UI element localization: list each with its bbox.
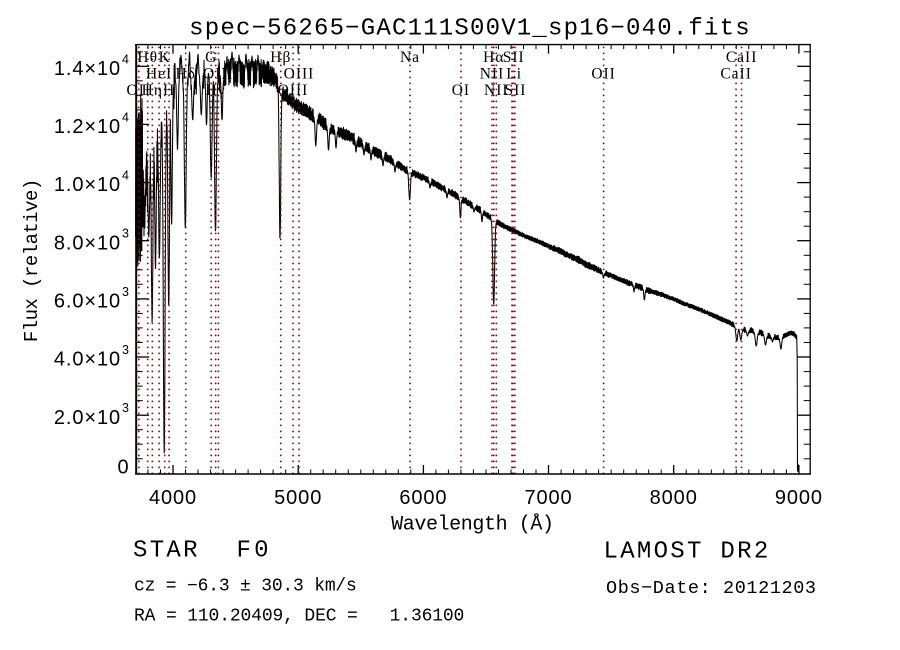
svg-text:NII: NII [484,82,509,99]
svg-text:8.0×10: 8.0×10 [54,232,121,254]
svg-text:spec−56265−GAC111S00V1_sp16−04: spec−56265−GAC111S00V1_sp16−040.fits [189,16,751,43]
svg-text:5000: 5000 [274,487,322,509]
svg-text:7000: 7000 [524,487,572,509]
svg-text:CaII: CaII [720,66,752,83]
svg-text:Hα: Hα [483,49,504,66]
svg-text:3: 3 [122,227,129,241]
svg-text:6.0×10: 6.0×10 [54,291,121,313]
svg-text:4.0×10: 4.0×10 [54,349,121,371]
svg-text:1.4×10: 1.4×10 [54,58,121,80]
svg-text:LAMOST DR2: LAMOST DR2 [604,538,771,565]
svg-text:6000: 6000 [399,487,447,509]
svg-text:HeI: HeI [146,66,172,83]
svg-text:CaII: CaII [726,49,758,66]
svg-text:Flux (relative): Flux (relative) [21,179,43,342]
svg-text:OII: OII [127,82,152,99]
svg-text:G: G [205,49,217,66]
svg-text:STAR: STAR [133,538,200,565]
svg-text:Hη: Hη [142,82,163,99]
svg-text:K: K [159,49,171,66]
svg-text:9000: 9000 [775,487,823,509]
svg-text:4: 4 [122,110,129,124]
svg-text:NII: NII [480,66,505,83]
svg-text:cz = −6.3 ± 30.3 km/s: cz = −6.3 ± 30.3 km/s [134,577,357,597]
svg-text:Hδ: Hδ [175,66,196,83]
svg-text:4: 4 [122,52,129,66]
svg-text:OIII: OIII [203,66,234,83]
svg-text:OIII: OIII [278,82,309,99]
svg-text:Wavelength (Å): Wavelength (Å) [391,514,553,537]
svg-text:8000: 8000 [650,487,698,509]
svg-text:Hβ: Hβ [270,49,291,66]
svg-text:3: 3 [122,401,129,415]
svg-text:Hγ: Hγ [206,82,226,99]
svg-text:4000: 4000 [149,487,197,509]
svg-text:SII: SII [505,82,527,99]
svg-text:SII: SII [503,49,525,66]
svg-text:3: 3 [122,343,129,357]
svg-text:Obs−Date: 20121203: Obs−Date: 20121203 [606,578,817,599]
svg-text:H: H [163,82,175,99]
svg-text:OII: OII [591,66,616,83]
svg-text:3: 3 [122,285,129,299]
svg-text:1.0×10: 1.0×10 [54,174,121,196]
svg-text:OI: OI [452,82,470,99]
svg-text:Na: Na [400,49,420,66]
svg-text:F0: F0 [237,538,272,565]
svg-text:2.0×10: 2.0×10 [54,407,121,429]
svg-text:RA = 110.20409, DEC = 1.3610: RA = 110.20409, DEC = 1.36100 [134,607,464,627]
svg-text:4: 4 [122,169,129,183]
svg-text:Hθ: Hθ [137,49,158,66]
svg-text:1.2×10: 1.2×10 [54,116,121,138]
svg-text:0: 0 [117,457,129,479]
svg-text:Li: Li [506,66,522,83]
svg-text:OIII: OIII [284,66,315,83]
